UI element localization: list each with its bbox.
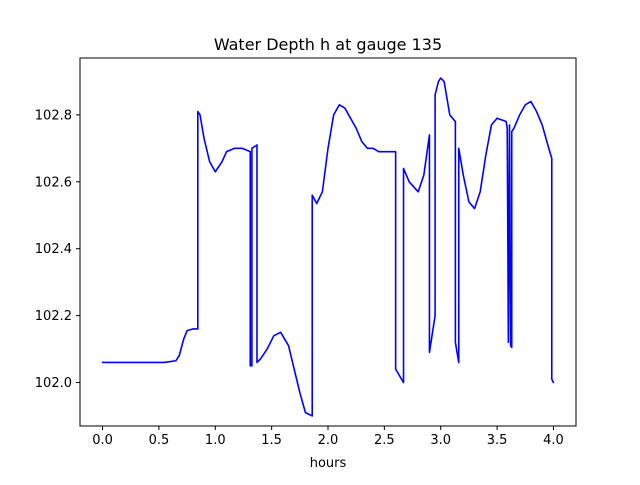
x-tick-label: 0.5 xyxy=(149,433,170,448)
axes-frame xyxy=(79,57,577,427)
y-tick-label: 102.0 xyxy=(35,376,72,391)
x-axis: 0.0 0.5 1.0 1.5 2.0 2.5 3.0 3.5 4.0 xyxy=(92,426,564,448)
x-tick-label: 2.0 xyxy=(318,433,339,448)
y-axis: 102.0 102.2 102.4 102.6 102.8 xyxy=(35,108,80,391)
x-tick-label: 1.0 xyxy=(205,433,226,448)
x-tick-label: 0.0 xyxy=(92,433,113,448)
y-tick-label: 102.2 xyxy=(35,309,72,324)
chart-title: Water Depth h at gauge 135 xyxy=(214,35,442,54)
x-axis-label: hours xyxy=(310,456,347,471)
y-tick-label: 102.8 xyxy=(35,108,72,123)
x-tick-label: 1.5 xyxy=(261,433,282,448)
series-layer xyxy=(101,77,555,417)
series-line xyxy=(101,77,555,417)
y-tick-label: 102.4 xyxy=(35,242,72,257)
x-tick-label: 4.0 xyxy=(543,433,564,448)
x-tick-label: 2.5 xyxy=(374,433,395,448)
x-tick-label: 3.5 xyxy=(487,433,508,448)
y-tick-label: 102.6 xyxy=(35,175,72,190)
x-tick-label: 3.0 xyxy=(430,433,451,448)
